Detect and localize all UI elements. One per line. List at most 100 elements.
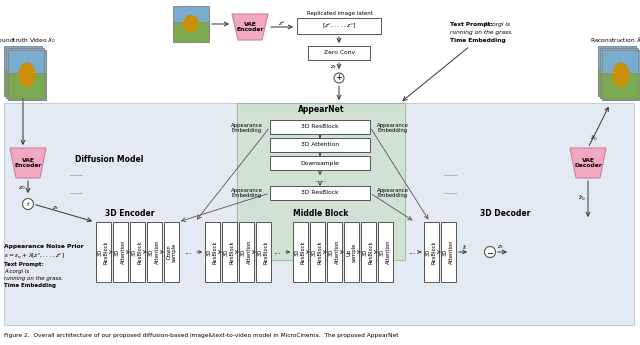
Text: Downsample: Downsample (301, 160, 339, 166)
Text: 3D ResBlock: 3D ResBlock (301, 125, 339, 129)
Text: Appearance
Embedding: Appearance Embedding (231, 122, 263, 134)
Bar (205, 222, 220, 282)
Text: $[z^c,...,z^c]$: $[z^c,...,z^c]$ (322, 22, 356, 30)
Text: Text Prompt:: Text Prompt: (4, 262, 45, 267)
Text: VAE
Decoder: VAE Decoder (574, 158, 602, 168)
Text: Groundtruth Video $X_0$: Groundtruth Video $X_0$ (0, 37, 56, 46)
Text: 3D
Attention: 3D Attention (241, 240, 252, 264)
Text: AppearNet: AppearNet (298, 106, 344, 115)
Bar (4, 103, 634, 325)
Bar (378, 222, 393, 282)
Text: ...: ... (408, 247, 416, 256)
Bar (4, 46, 42, 96)
Text: Appearance
Embedding: Appearance Embedding (377, 188, 409, 198)
Bar (270, 120, 370, 134)
Bar (164, 222, 179, 282)
Text: $z^c$: $z^c$ (278, 20, 286, 28)
Bar (113, 222, 128, 282)
Text: 3D
Attention: 3D Attention (115, 240, 126, 264)
Polygon shape (232, 14, 268, 40)
Text: $\epsilon = \epsilon_\eta + \lambda[z^c,...,z^c]$: $\epsilon = \epsilon_\eta + \lambda[z^c,… (4, 252, 65, 263)
Text: 3D
Attention: 3D Attention (149, 240, 160, 264)
Text: Time Embedding: Time Embedding (4, 283, 56, 288)
Bar (297, 18, 381, 34)
Bar (8, 50, 46, 100)
Text: .......: ....... (443, 189, 457, 195)
Text: Zero Conv: Zero Conv (323, 50, 355, 56)
Bar (6, 70, 44, 98)
Text: ...: ... (273, 247, 281, 256)
Text: Up
sample: Up sample (346, 242, 357, 262)
Text: Center frame $X_0^c$: Center frame $X_0^c$ (166, 0, 216, 3)
Text: .......: ....... (443, 172, 457, 177)
Text: $\hat{\epsilon}$: $\hat{\epsilon}$ (463, 244, 468, 253)
Bar (8, 72, 46, 100)
Text: Text Prompt:: Text Prompt: (450, 22, 495, 27)
Polygon shape (570, 148, 606, 178)
Text: Replicated image latent: Replicated image latent (307, 10, 373, 16)
Bar (239, 222, 254, 282)
Ellipse shape (612, 62, 630, 88)
Text: 3D
Attention: 3D Attention (380, 240, 391, 264)
Text: $-$: $-$ (486, 247, 494, 256)
Text: running on the grass.: running on the grass. (450, 30, 513, 35)
Text: A corgi is: A corgi is (483, 22, 510, 27)
Text: 3D Attention: 3D Attention (301, 142, 339, 148)
Bar (327, 222, 342, 282)
Text: Appearance
Embedding: Appearance Embedding (377, 122, 409, 134)
Bar (600, 70, 638, 98)
Bar (173, 22, 209, 42)
Text: 3D
ResBlock: 3D ResBlock (295, 240, 306, 264)
Text: 3D
ResBlock: 3D ResBlock (98, 240, 109, 264)
Circle shape (22, 198, 33, 209)
Bar (270, 156, 370, 170)
Text: 3D Encoder: 3D Encoder (105, 208, 155, 217)
Bar (293, 222, 308, 282)
Bar (344, 222, 359, 282)
Text: 3D
ResBlock: 3D ResBlock (224, 240, 235, 264)
Ellipse shape (19, 62, 36, 88)
Bar (237, 103, 405, 260)
Ellipse shape (183, 15, 199, 33)
Ellipse shape (609, 59, 625, 83)
Bar (424, 222, 439, 282)
Text: Diffusion Model: Diffusion Model (75, 156, 143, 165)
Circle shape (334, 73, 344, 83)
Bar (602, 50, 640, 100)
Bar (270, 186, 370, 200)
Text: ......: ...... (314, 178, 326, 184)
Bar (441, 222, 456, 282)
Text: $z_0$: $z_0$ (18, 184, 26, 192)
Text: A corgi is: A corgi is (4, 269, 29, 274)
Text: 3D ResBlock: 3D ResBlock (301, 190, 339, 196)
Text: running on the grass.: running on the grass. (4, 276, 63, 281)
Text: 3D
Attention: 3D Attention (443, 240, 454, 264)
Text: 3D
ResBlock: 3D ResBlock (258, 240, 269, 264)
Text: $\hat{z}_0$: $\hat{z}_0$ (590, 133, 598, 143)
Ellipse shape (611, 60, 628, 86)
Bar (4, 46, 42, 69)
Bar (598, 69, 636, 96)
Bar (6, 48, 44, 70)
Bar (147, 222, 162, 282)
Bar (130, 222, 145, 282)
Text: $z_t$: $z_t$ (330, 63, 337, 71)
Bar (602, 50, 640, 72)
Text: ...: ... (184, 247, 192, 256)
Text: .......: ....... (69, 172, 83, 177)
Text: Reconstruction $\hat{X}_0$: Reconstruction $\hat{X}_0$ (589, 36, 640, 46)
Bar (256, 222, 271, 282)
Text: $z_t$: $z_t$ (52, 204, 58, 212)
Bar (270, 138, 370, 152)
Bar (602, 72, 640, 100)
Text: Appearance
Embedding: Appearance Embedding (231, 188, 263, 198)
Text: .......: ....... (69, 189, 83, 195)
Bar (600, 48, 638, 98)
Text: 3D
ResBlock: 3D ResBlock (132, 240, 143, 264)
Bar (173, 6, 209, 42)
Bar (600, 48, 638, 70)
Text: Appearance Noise Prior: Appearance Noise Prior (4, 244, 84, 249)
Ellipse shape (15, 59, 31, 83)
Text: 3D
ResBlock: 3D ResBlock (312, 240, 323, 264)
Text: 3D Decoder: 3D Decoder (480, 208, 530, 217)
